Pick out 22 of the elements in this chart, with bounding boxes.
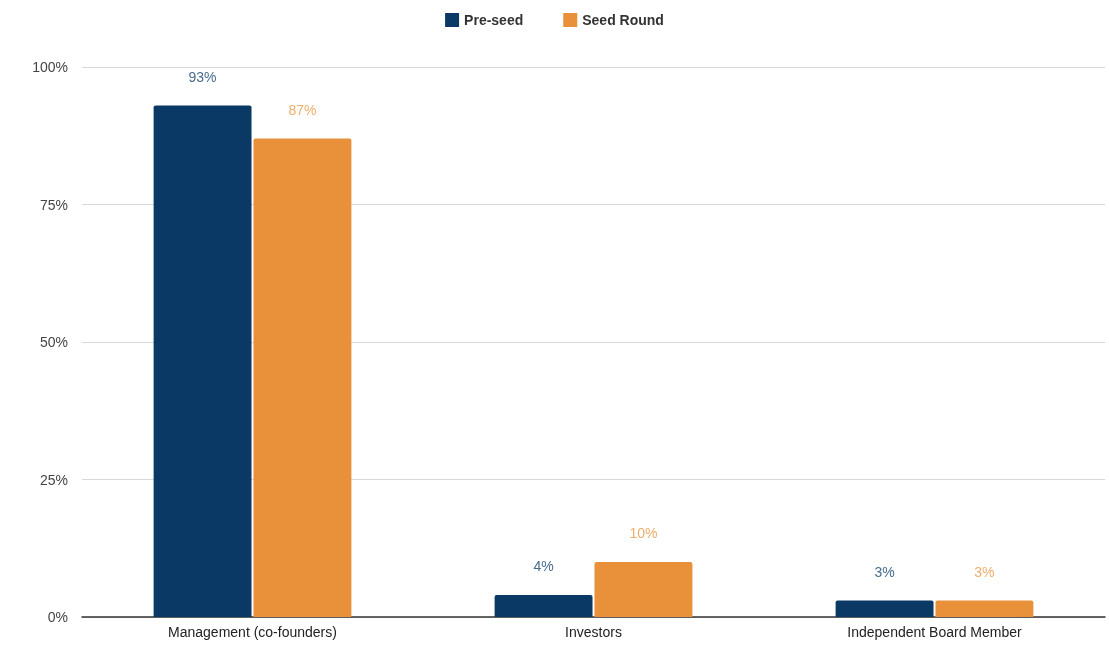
- y-tick-label: 100%: [32, 59, 68, 75]
- y-tick-label: 0%: [47, 609, 68, 625]
- bar: [935, 600, 1034, 617]
- data-label: 10%: [629, 525, 658, 541]
- x-tick-label: Investors: [565, 624, 622, 640]
- y-tick-label: 25%: [39, 471, 68, 488]
- bar: [594, 562, 693, 617]
- bar: [253, 138, 352, 617]
- bar: [835, 600, 934, 617]
- data-label: 3%: [874, 563, 895, 580]
- data-label: 87%: [288, 101, 317, 118]
- legend-label: Pre-seed: [464, 12, 524, 28]
- y-tick-label: 50%: [39, 334, 68, 350]
- data-label: 93%: [188, 68, 217, 85]
- data-label: 3%: [974, 563, 995, 580]
- y-tick-label: 75%: [39, 196, 68, 213]
- x-tick-label: Independent Board Member: [847, 624, 1022, 640]
- data-label: 4%: [533, 558, 554, 574]
- x-tick-label: Management (co-founders): [168, 624, 337, 640]
- legend-label: Seed Round: [582, 12, 664, 28]
- bar: [153, 105, 252, 617]
- bar: [494, 595, 593, 617]
